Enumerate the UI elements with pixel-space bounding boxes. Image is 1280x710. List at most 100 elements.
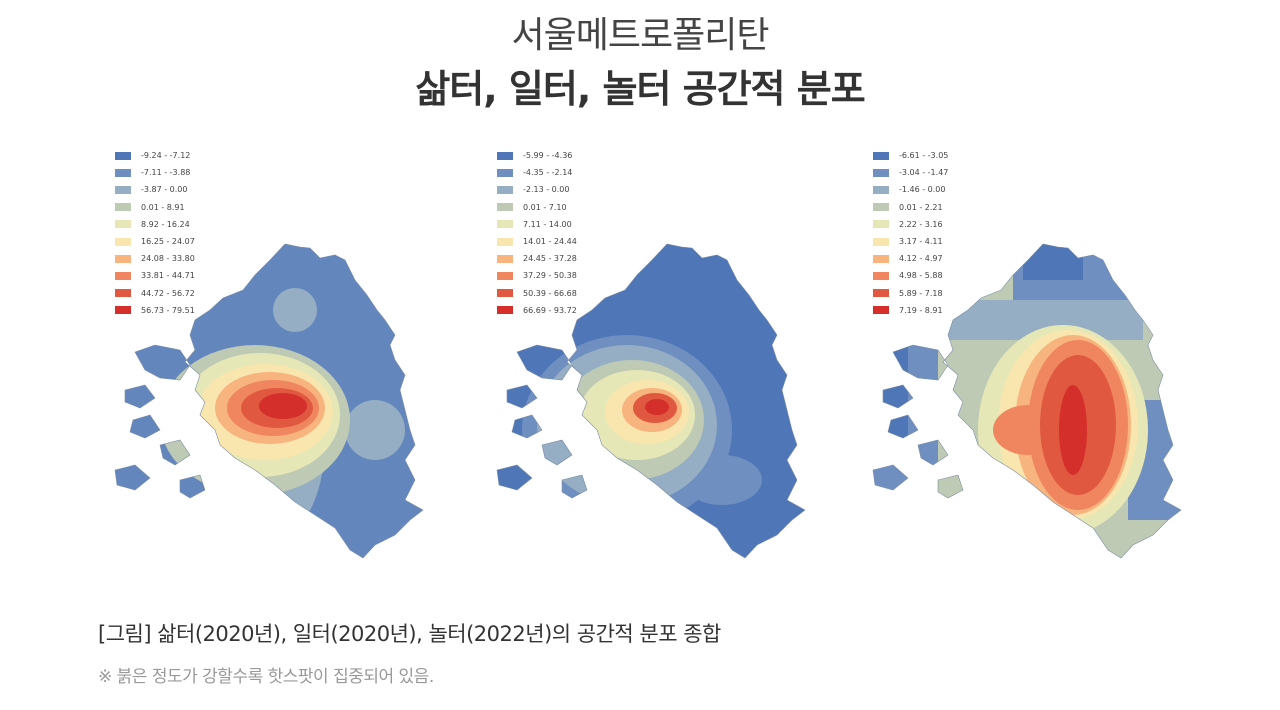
legend-swatch xyxy=(873,289,889,298)
figure-caption: [그림] 삶터(2020년), 일터(2020년), 놀터(2022년)의 공간… xyxy=(98,622,721,646)
legend-item: -3.87 - 0.00 xyxy=(115,181,195,198)
legend-label: 4.12 - 4.97 xyxy=(899,254,943,264)
legend-swatch xyxy=(115,168,131,177)
legend-label: 44.72 - 56.72 xyxy=(141,288,195,298)
legend-swatch xyxy=(115,203,131,212)
legend-swatch xyxy=(497,151,513,160)
legend-work: -5.99 - -4.36 -4.35 - -2.14 -2.13 - 0.00… xyxy=(497,147,577,319)
legend-label: 37.29 - 50.38 xyxy=(523,271,577,281)
legend-swatch xyxy=(873,185,889,194)
legend-swatch xyxy=(873,254,889,263)
legend-label: 3.17 - 4.11 xyxy=(899,237,943,247)
legend-item: -2.13 - 0.00 xyxy=(497,181,577,198)
legend-swatch xyxy=(115,220,131,229)
work-map xyxy=(496,243,806,559)
legend-swatch xyxy=(497,271,513,280)
legend-label: 5.89 - 7.18 xyxy=(899,288,943,298)
legend-item: 3.17 - 4.11 xyxy=(873,233,948,250)
legend-living: -9.24 - -7.12 -7.11 - -3.88 -3.87 - 0.00… xyxy=(115,147,195,319)
page-title: 삶터, 일터, 놀터 공간적 분포 xyxy=(415,67,865,111)
legend-label: 50.39 - 66.68 xyxy=(523,288,577,298)
legend-swatch xyxy=(497,254,513,263)
legend-item: 33.81 - 44.71 xyxy=(115,267,195,284)
legend-label: -4.35 - -2.14 xyxy=(523,168,573,178)
legend-swatch xyxy=(873,237,889,246)
legend-label: -5.99 - -4.36 xyxy=(523,151,573,161)
legend-item: 50.39 - 66.68 xyxy=(497,285,577,302)
legend-swatch xyxy=(873,271,889,280)
map-panel-leisure: -6.61 - -3.05 -3.04 - -1.47 -1.46 - 0.00… xyxy=(863,140,1223,570)
legend-item: 2.22 - 3.16 xyxy=(873,216,948,233)
legend-label: 7.11 - 14.00 xyxy=(523,219,572,229)
legend-swatch xyxy=(873,203,889,212)
legend-swatch xyxy=(873,151,889,160)
page-title-line1: 서울메트로폴리탄 xyxy=(511,15,770,56)
legend-swatch xyxy=(115,151,131,160)
legend-item: 37.29 - 50.38 xyxy=(497,267,577,284)
legend-label: 16.25 - 24.07 xyxy=(141,237,195,247)
legend-swatch xyxy=(873,306,889,315)
legend-label: -2.13 - 0.00 xyxy=(523,185,570,195)
legend-label: -1.46 - 0.00 xyxy=(899,185,946,195)
legend-swatch xyxy=(115,254,131,263)
legend-item: -5.99 - -4.36 xyxy=(497,147,577,164)
legend-label: 56.73 - 79.51 xyxy=(141,305,195,315)
legend-swatch xyxy=(115,185,131,194)
legend-item: -9.24 - -7.12 xyxy=(115,147,195,164)
legend-item: -1.46 - 0.00 xyxy=(873,181,948,198)
legend-item: 24.45 - 37.28 xyxy=(497,250,577,267)
legend-label: 0.01 - 8.91 xyxy=(141,202,185,212)
legend-label: -3.87 - 0.00 xyxy=(141,185,188,195)
legend-label: 0.01 - 2.21 xyxy=(899,202,943,212)
legend-label: 2.22 - 3.16 xyxy=(899,219,943,229)
legend-item: -4.35 - -2.14 xyxy=(497,164,577,181)
legend-item: -3.04 - -1.47 xyxy=(873,164,948,181)
legend-item: 7.11 - 14.00 xyxy=(497,216,577,233)
legend-swatch xyxy=(873,168,889,177)
legend-swatch xyxy=(497,185,513,194)
legend-swatch xyxy=(497,289,513,298)
legend-label: 14.01 - 24.44 xyxy=(523,237,577,247)
legend-swatch xyxy=(115,271,131,280)
legend-item: 4.98 - 5.88 xyxy=(873,267,948,284)
leisure-map xyxy=(872,243,1182,559)
legend-label: 0.01 - 7.10 xyxy=(523,202,567,212)
legend-swatch xyxy=(873,220,889,229)
legend-item: 66.69 - 93.72 xyxy=(497,302,577,319)
legend-item: 0.01 - 7.10 xyxy=(497,199,577,216)
legend-label: 66.69 - 93.72 xyxy=(523,305,577,315)
legend-swatch xyxy=(115,306,131,315)
legend-label: 24.08 - 33.80 xyxy=(141,254,195,264)
legend-swatch xyxy=(497,203,513,212)
legend-label: 4.98 - 5.88 xyxy=(899,271,943,281)
legend-label: -7.11 - -3.88 xyxy=(141,168,191,178)
map-panel-living: -9.24 - -7.12 -7.11 - -3.88 -3.87 - 0.00… xyxy=(105,140,465,570)
legend-label: 33.81 - 44.71 xyxy=(141,271,195,281)
legend-item: -7.11 - -3.88 xyxy=(115,164,195,181)
figure-note: ※ 붉은 정도가 강할수록 핫스팟이 집중되어 있음. xyxy=(98,667,434,687)
map-panel-work: -5.99 - -4.36 -4.35 - -2.14 -2.13 - 0.00… xyxy=(487,140,847,570)
legend-item: 16.25 - 24.07 xyxy=(115,233,195,250)
living-map xyxy=(114,243,424,559)
legend-swatch xyxy=(497,306,513,315)
legend-label: -3.04 - -1.47 xyxy=(899,168,949,178)
legend-item: 24.08 - 33.80 xyxy=(115,250,195,267)
legend-swatch xyxy=(115,237,131,246)
legend-swatch xyxy=(497,237,513,246)
legend-leisure: -6.61 - -3.05 -3.04 - -1.47 -1.46 - 0.00… xyxy=(873,147,948,319)
legend-item: -6.61 - -3.05 xyxy=(873,147,948,164)
legend-label: -9.24 - -7.12 xyxy=(141,151,191,161)
legend-label: 24.45 - 37.28 xyxy=(523,254,577,264)
legend-label: 8.92 - 16.24 xyxy=(141,219,190,229)
legend-label: 7.19 - 8.91 xyxy=(899,305,943,315)
legend-item: 5.89 - 7.18 xyxy=(873,285,948,302)
legend-swatch xyxy=(115,289,131,298)
legend-item: 8.92 - 16.24 xyxy=(115,216,195,233)
legend-swatch xyxy=(497,220,513,229)
legend-swatch xyxy=(497,168,513,177)
legend-item: 0.01 - 8.91 xyxy=(115,199,195,216)
legend-item: 44.72 - 56.72 xyxy=(115,285,195,302)
legend-item: 14.01 - 24.44 xyxy=(497,233,577,250)
legend-item: 4.12 - 4.97 xyxy=(873,250,948,267)
legend-item: 56.73 - 79.51 xyxy=(115,302,195,319)
